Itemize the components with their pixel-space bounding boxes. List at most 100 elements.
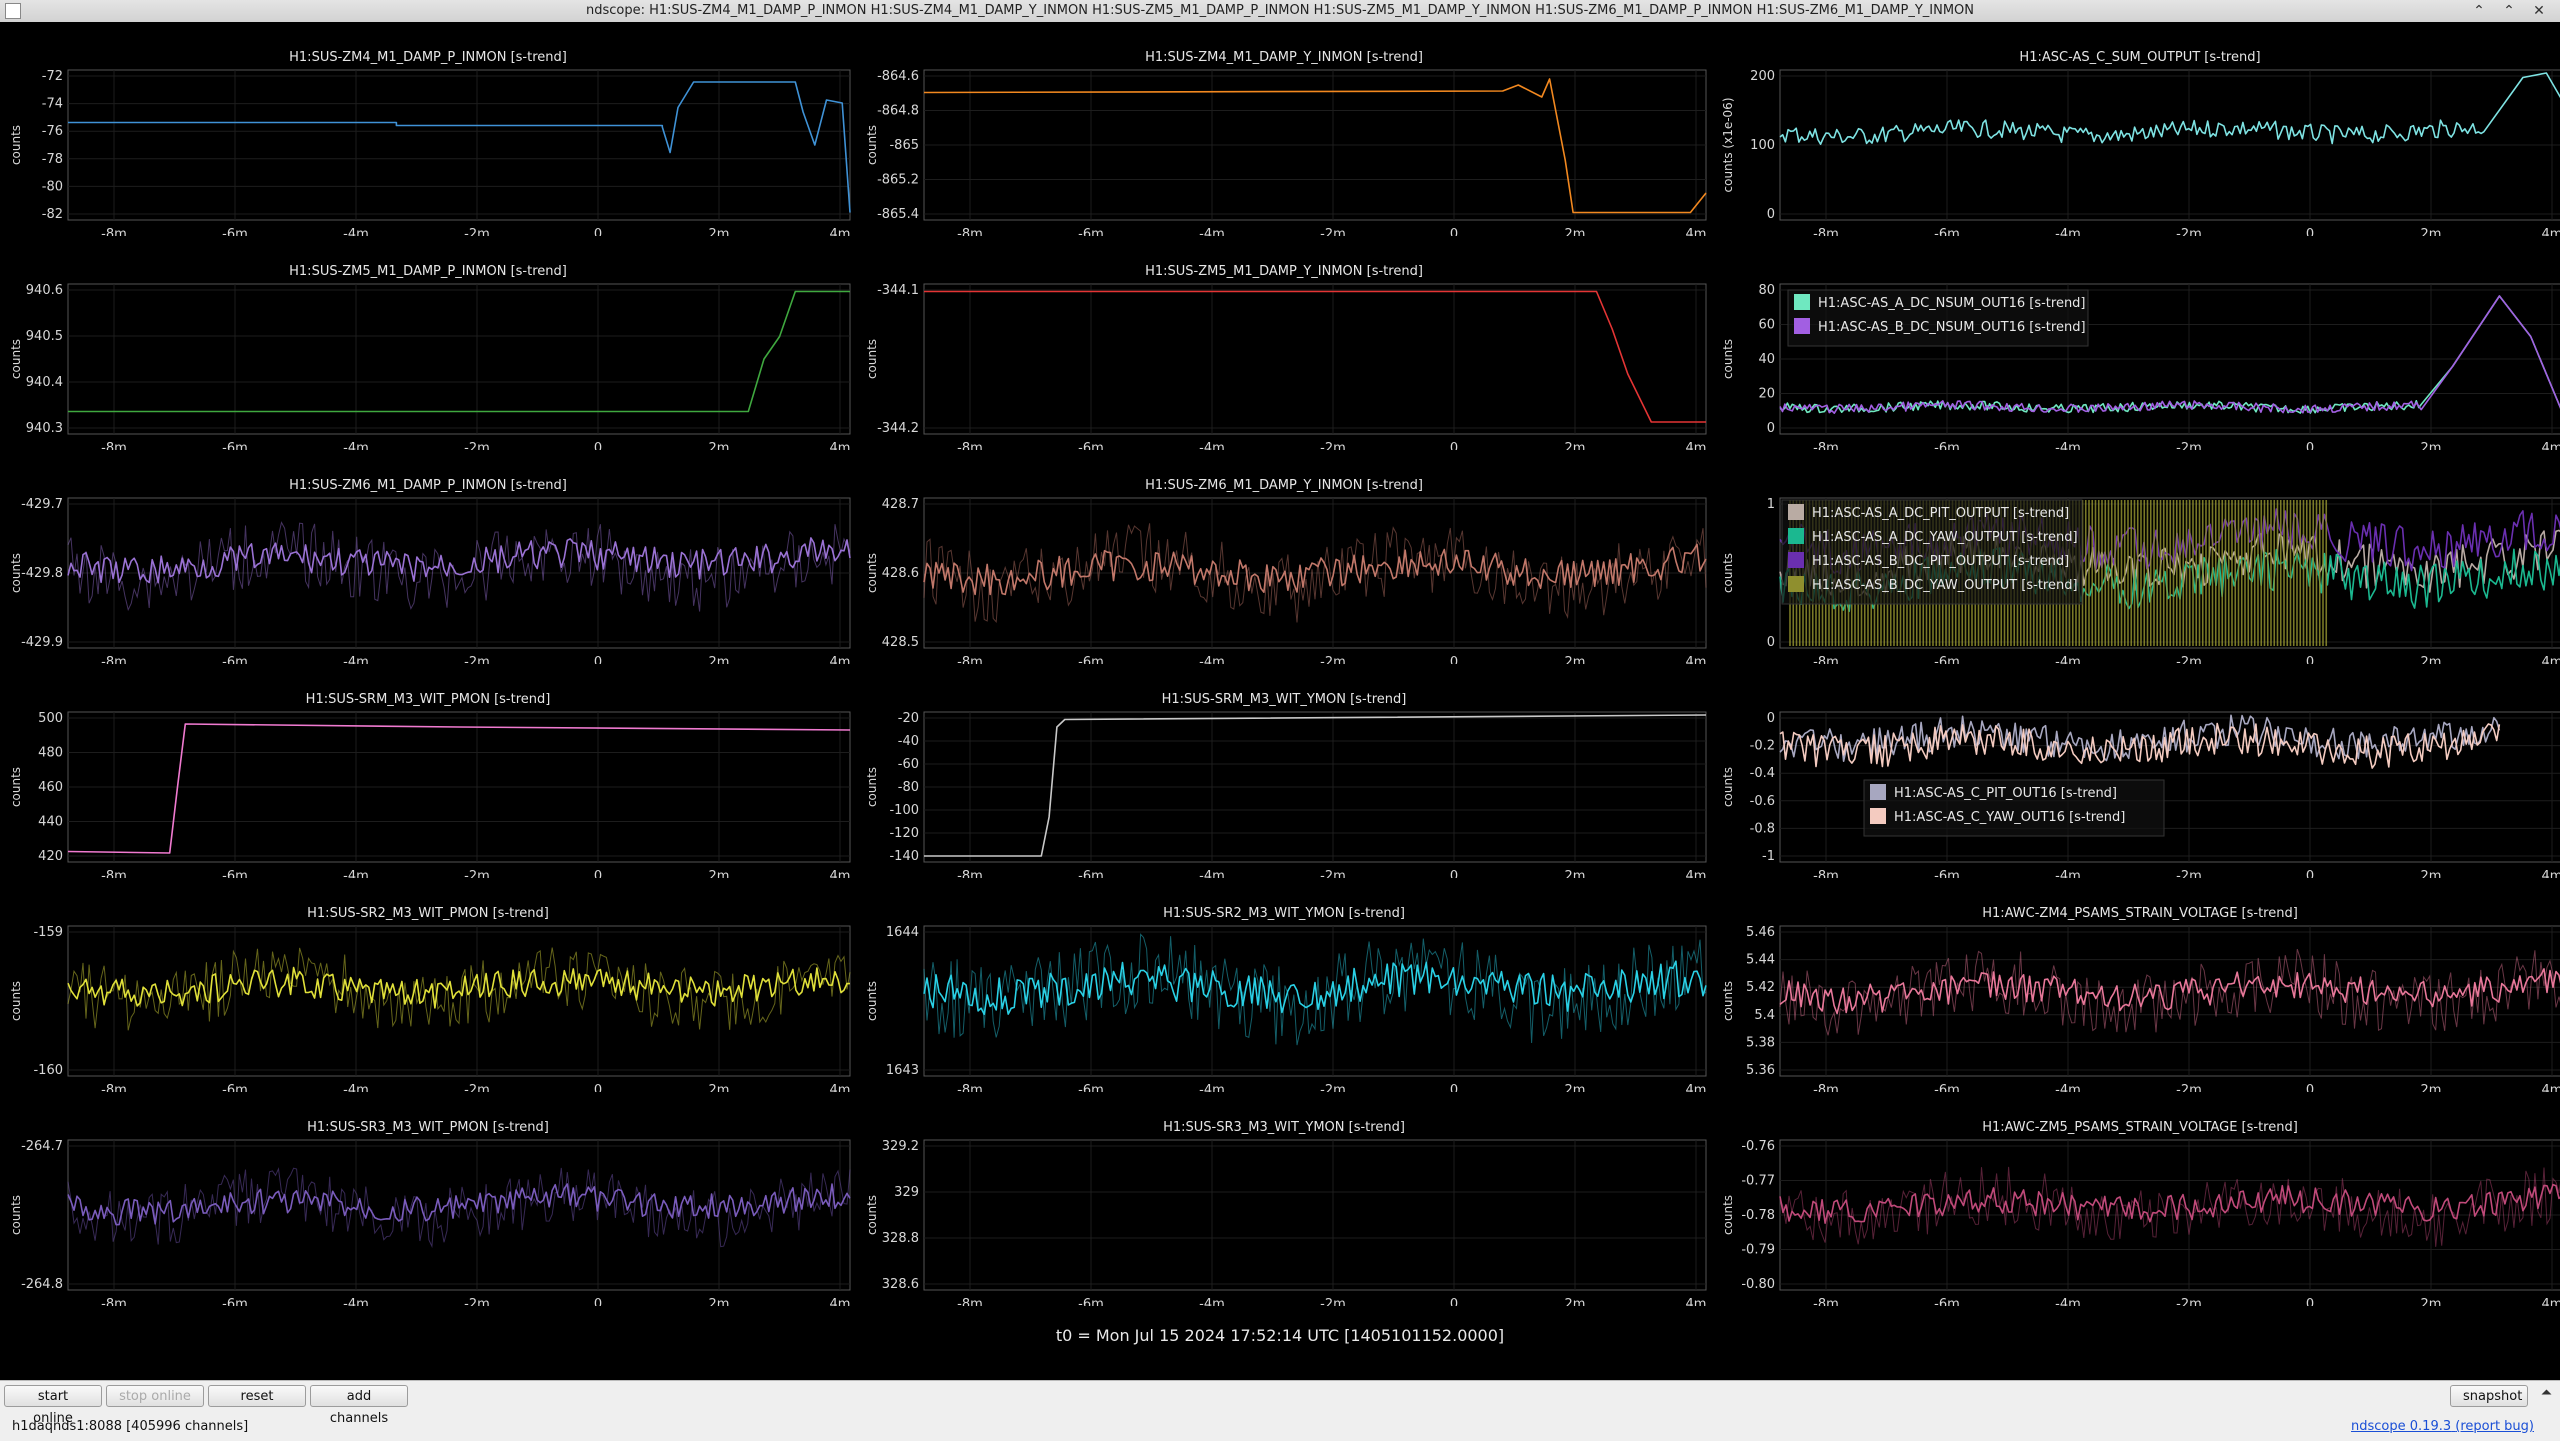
plot-legend[interactable]: H1:ASC-AS_C_PIT_OUT16 [s-trend] H1:ASC-AS… xyxy=(1863,779,2165,837)
plot-canvas[interactable]: -8m -6m -4m -2m 0 2m 4m -864.6 -864.8 -865 -865.2 -… xyxy=(856,22,1712,236)
y-axis-label: counts xyxy=(865,1195,879,1235)
plot-grid-lines: -8m -6m -4m -2m 0 2m 4m 329.2 329 328.8 328.6 xyxy=(882,1139,1707,1306)
plot-panel[interactable]: H1:AWC-ZM4_PSAMS_STRAIN_VOLTAGE [s-trend… xyxy=(1712,878,2560,1092)
legend-item[interactable]: H1:ASC-AS_B_DC_YAW_OUTPUT [s-trend] xyxy=(1788,576,2078,593)
plot-panel[interactable]: H1:SUS-ZM6_M1_DAMP_Y_INMON [s-trend] -8m -… xyxy=(856,450,1712,664)
plot-frame xyxy=(923,1139,1707,1291)
stop-online-button[interactable]: stop online xyxy=(106,1385,204,1407)
plot-panel[interactable]: H1:SUS-SRM_M3_WIT_PMON [s-trend] -8m -6m -4… xyxy=(0,664,856,878)
plot-panel[interactable]: H1:SUS-SR2_M3_WIT_PMON [s-trend] -8m -6m -4… xyxy=(0,878,856,1092)
legend-item[interactable]: H1:ASC-AS_B_DC_PIT_OUTPUT [s-trend] xyxy=(1788,552,2069,569)
plot-panel[interactable]: H1:SUS-ZM6_M1_DAMP_P_INMON [s-trend] -8m -… xyxy=(0,450,856,664)
plot-panel[interactable]: H1:SUS-SR3_M3_WIT_YMON [s-trend] -8m -6m -4… xyxy=(856,1092,1712,1306)
reset-button[interactable]: reset xyxy=(208,1385,306,1407)
x-tick-label: -2m xyxy=(464,1083,490,1092)
x-tick-label: -6m xyxy=(1078,869,1104,878)
legend-label: H1:ASC-AS_B_DC_YAW_OUTPUT [s-trend] xyxy=(1812,578,2078,593)
series-envelope xyxy=(1779,948,2560,1036)
collapse-icon[interactable]: ⏶ xyxy=(2540,1385,2552,1401)
plot-panel[interactable]: H1:SUS-ZM5_M1_DAMP_P_INMON [s-trend] -8m -… xyxy=(0,236,856,450)
plot-panel[interactable]: H1:SUS-ZM4_M1_DAMP_P_INMON [s-trend] -8m -… xyxy=(0,22,856,236)
plot-panel[interactable]: H1:SUS-SR3_M3_WIT_PMON [s-trend] -8m -6m -4… xyxy=(0,1092,856,1306)
plot-frame xyxy=(67,1139,851,1291)
series-trace xyxy=(67,723,851,854)
y-tick-label: 100 xyxy=(1750,138,1775,153)
legend-label: H1:ASC-AS_B_DC_NSUM_OUT16 [s-trend] xyxy=(1818,320,2086,335)
version-text[interactable]: ndscope 0.19.3 xyxy=(2351,1419,2452,1434)
series-trace xyxy=(67,537,851,584)
y-axis-label: counts xyxy=(1721,339,1735,379)
y-tick-label: -865.4 xyxy=(877,207,919,222)
series-trace xyxy=(67,1183,851,1226)
series-trace xyxy=(1779,722,2501,769)
plot-panel[interactable]: H1:ASC-AS_C_SUM_OUTPUT [s-trend] -8m -6m -4… xyxy=(1712,22,2560,236)
x-tick-label: -8m xyxy=(957,1297,983,1306)
x-tick-label: -6m xyxy=(1934,441,1960,450)
add-channels-button[interactable]: add channels xyxy=(310,1385,408,1426)
close-button[interactable]: ✕ xyxy=(2533,3,2545,19)
x-tick-label: 0 xyxy=(2306,441,2314,450)
plot-canvas[interactable]: -8m -6m -4m -2m 0 2m 4m 80 60 40 20 0 counts H1:ASC-A… xyxy=(1712,236,2560,450)
plot-panel[interactable]: -8m -6m -4m -2m 0 2m 4m 0 -0.2 -0.4 -0.6 -0.8 -1 coun… xyxy=(1712,664,2560,878)
x-tick-label: 4m xyxy=(1686,1083,1707,1092)
x-tick-label: 0 xyxy=(594,1083,602,1092)
plot-canvas[interactable]: -8m -6m -4m -2m 0 2m 4m -72 -74 -76 -78 -80 -82 count… xyxy=(0,22,856,236)
plot-canvas[interactable]: -8m -6m -4m -2m 0 2m 4m -0.76 -0.77 -0.78 -0.79 -0.… xyxy=(1712,1092,2560,1306)
plot-panel[interactable]: H1:SUS-SRM_M3_WIT_YMON [s-trend] -8m -6m -4… xyxy=(856,664,1712,878)
plot-panel[interactable]: -8m -6m -4m -2m 0 2m 4m 80 60 40 20 0 counts H1:ASC-A… xyxy=(1712,236,2560,450)
plot-canvas[interactable]: -8m -6m -4m -2m 0 2m 4m 0 -0.2 -0.4 -0.6 -0.8 -1 coun… xyxy=(1712,664,2560,878)
plot-panel[interactable]: H1:SUS-ZM5_M1_DAMP_Y_INMON [s-trend] -8m -… xyxy=(856,236,1712,450)
x-tick-label: 4m xyxy=(830,655,851,664)
x-tick-label: 0 xyxy=(2306,655,2314,664)
x-tick-label: -8m xyxy=(1813,1297,1839,1306)
plot-canvas[interactable]: -8m -6m -4m -2m 0 2m 4m 940.6 940.5 940.4 940.3 cou… xyxy=(0,236,856,450)
plot-canvas[interactable]: -8m -6m -4m -2m 0 2m 4m -20 -40 -60 -80 -100 -120 -14… xyxy=(856,664,1712,878)
x-tick-label: -8m xyxy=(101,869,127,878)
plot-frame xyxy=(67,283,851,435)
minimize-button[interactable]: ⌃ xyxy=(2473,3,2485,19)
x-tick-label: 4m xyxy=(2542,1297,2560,1306)
plot-panel[interactable]: -8m -6m -4m -2m 0 2m 4m 1 0 counts H1:ASC-AS_A_DC_… xyxy=(1712,450,2560,664)
x-tick-label: -2m xyxy=(1320,869,1346,878)
x-tick-label: -6m xyxy=(1078,1083,1104,1092)
plot-canvas[interactable]: -8m -6m -4m -2m 0 2m 4m 500 480 460 440 420 counts xyxy=(0,664,856,878)
plot-canvas[interactable]: -8m -6m -4m -2m 0 2m 4m -429.7 -429.8 -429.9 count… xyxy=(0,450,856,664)
x-tick-label: -8m xyxy=(957,869,983,878)
plot-grid: H1:SUS-ZM4_M1_DAMP_P_INMON [s-trend] -8m -… xyxy=(0,22,2560,1380)
plot-legend[interactable]: H1:ASC-AS_A_DC_NSUM_OUT16 [s-trend] H1:AS… xyxy=(1787,289,2089,347)
y-tick-label: -160 xyxy=(33,1063,63,1078)
plot-canvas[interactable]: -8m -6m -4m -2m 0 2m 4m -159 -160 counts xyxy=(0,878,856,1092)
plot-panel[interactable]: H1:SUS-ZM4_M1_DAMP_Y_INMON [s-trend] -8m -… xyxy=(856,22,1712,236)
plot-title: H1:SUS-ZM5_M1_DAMP_Y_INMON [s-trend] xyxy=(1145,264,1423,279)
y-axis-label: counts xyxy=(865,339,879,379)
x-tick-label: -2m xyxy=(2176,227,2202,236)
x-tick-label: 2m xyxy=(2421,1083,2442,1092)
plot-panel[interactable]: H1:SUS-SR2_M3_WIT_YMON [s-trend] -8m -6m -4… xyxy=(856,878,1712,1092)
x-tick-label: 4m xyxy=(830,1083,851,1092)
legend-item[interactable]: H1:ASC-AS_C_YAW_OUT16 [s-trend] xyxy=(1870,808,2125,825)
plot-canvas[interactable]: -8m -6m -4m -2m 0 2m 4m 329.2 329 328.8 328.6 count… xyxy=(856,1092,1712,1306)
plot-legend[interactable]: H1:ASC-AS_A_DC_PIT_OUTPUT [s-trend] H1:AS… xyxy=(1781,499,2083,605)
version-link[interactable]: ndscope 0.19.3 (report bug) xyxy=(2351,1419,2534,1434)
x-tick-label: 4m xyxy=(2542,869,2560,878)
start-online-button[interactable]: start online xyxy=(4,1385,102,1426)
plot-canvas[interactable]: -8m -6m -4m -2m 0 2m 4m 5.46 5.44 5.42 5.4 5.38 5.36… xyxy=(1712,878,2560,1092)
plot-canvas[interactable]: -8m -6m -4m -2m 0 2m 4m 1 0 counts H1:ASC-AS_A_DC_… xyxy=(1712,450,2560,664)
plot-panel[interactable]: H1:AWC-ZM5_PSAMS_STRAIN_VOLTAGE [s-trend… xyxy=(1712,1092,2560,1306)
plot-title: H1:ASC-AS_C_SUM_OUTPUT [s-trend] xyxy=(2019,50,2261,65)
legend-item[interactable]: H1:ASC-AS_A_DC_YAW_OUTPUT [s-trend] xyxy=(1788,528,2078,545)
plot-canvas[interactable]: -8m -6m -4m -2m 0 2m 4m 428.7 428.6 428.5 counts xyxy=(856,450,1712,664)
legend-item[interactable]: H1:ASC-AS_A_DC_NSUM_OUT16 [s-trend] xyxy=(1794,294,2086,311)
maximize-button[interactable]: ⌃ xyxy=(2503,3,2515,19)
y-tick-label: -0.6 xyxy=(1750,794,1775,809)
plot-canvas[interactable]: -8m -6m -4m -2m 0 2m 4m 200 100 0 counts (x1e-06) xyxy=(1712,22,2560,236)
y-tick-label: 60 xyxy=(1758,318,1775,333)
plot-canvas[interactable]: -8m -6m -4m -2m 0 2m 4m -264.7 -264.8 counts xyxy=(0,1092,856,1306)
legend-item[interactable]: H1:ASC-AS_A_DC_PIT_OUTPUT [s-trend] xyxy=(1788,504,2069,521)
legend-item[interactable]: H1:ASC-AS_C_PIT_OUT16 [s-trend] xyxy=(1870,784,2117,801)
legend-item[interactable]: H1:ASC-AS_B_DC_NSUM_OUT16 [s-trend] xyxy=(1794,318,2086,335)
plot-canvas[interactable]: -8m -6m -4m -2m 0 2m 4m -344.1 -344.2 counts xyxy=(856,236,1712,450)
report-bug-link[interactable]: (report bug) xyxy=(2455,1419,2534,1434)
plot-canvas[interactable]: -8m -6m -4m -2m 0 2m 4m 1644 1643 counts xyxy=(856,878,1712,1092)
snapshot-button[interactable]: snapshot xyxy=(2450,1385,2528,1407)
